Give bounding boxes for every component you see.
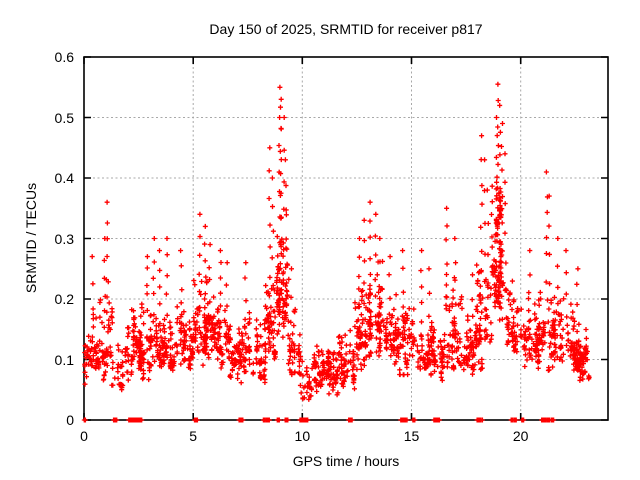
scatter-points bbox=[81, 81, 592, 423]
y-tick-label: 0.2 bbox=[54, 291, 74, 307]
y-tick-label: 0.1 bbox=[54, 351, 74, 368]
x-tick-label: 15 bbox=[403, 428, 420, 444]
chart-title: Day 150 of 2025, SRMTID for receiver p81… bbox=[209, 21, 483, 37]
x-axis-label: GPS time / hours bbox=[292, 453, 400, 469]
y-tick-label: 0.5 bbox=[54, 109, 74, 126]
y-tick-label: 0.4 bbox=[54, 170, 74, 186]
x-tick-label: 0 bbox=[80, 428, 88, 444]
y-tick-label: 0 bbox=[66, 412, 74, 428]
x-tick-label: 5 bbox=[189, 428, 198, 444]
x-tick-label: 10 bbox=[294, 428, 311, 444]
y-tick-label: 0.6 bbox=[54, 49, 74, 65]
x-tick-label: 20 bbox=[512, 428, 529, 444]
y-tick-label: 0.3 bbox=[54, 230, 74, 247]
